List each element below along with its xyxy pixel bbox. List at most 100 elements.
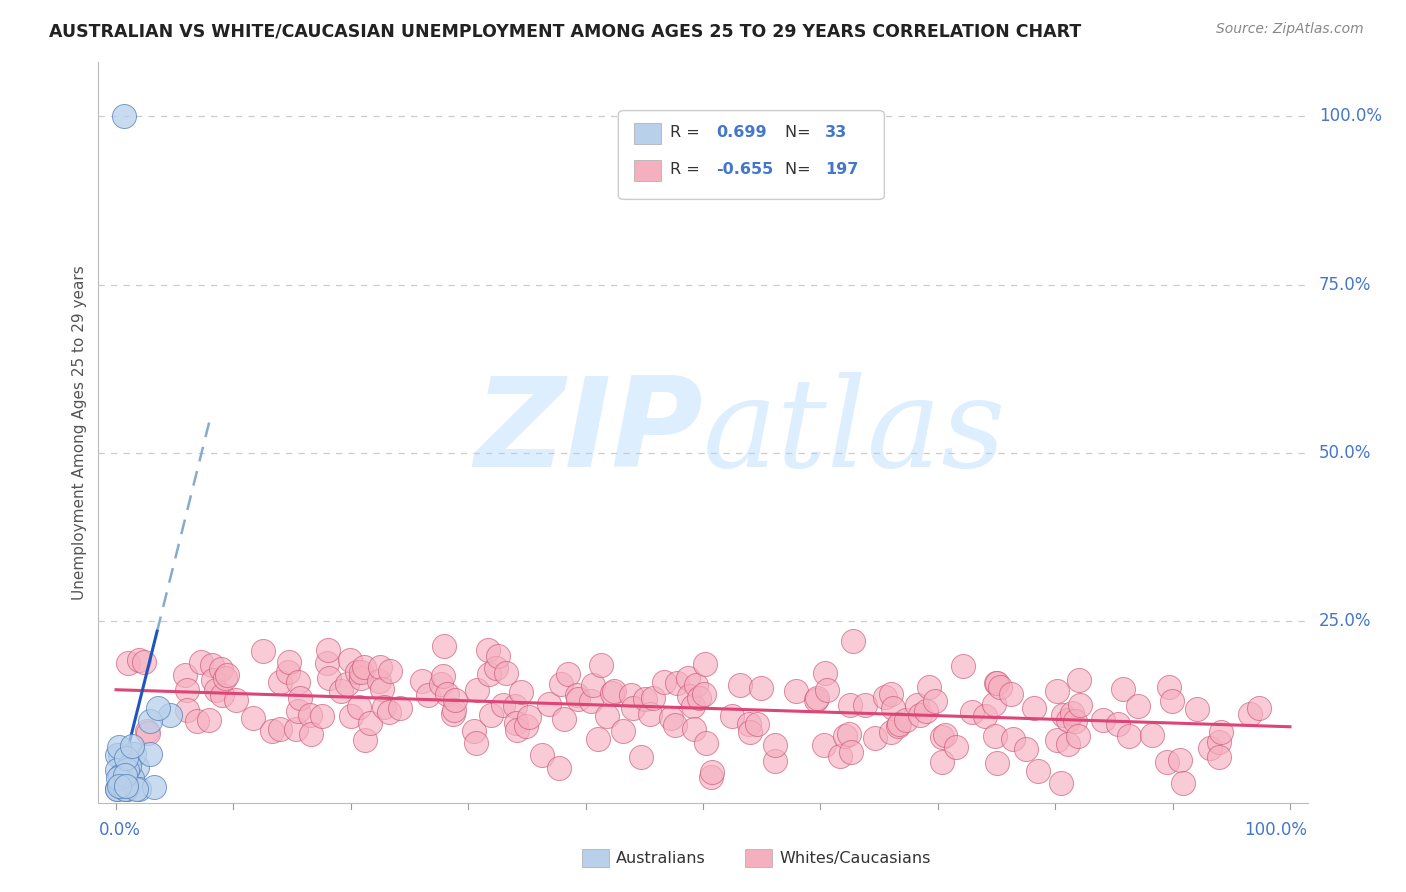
Point [503, 699, 526, 714]
Point [1000, 687, 1022, 701]
Point [197, 713, 219, 727]
Point [612, 723, 634, 738]
Point [905, 698, 928, 713]
Point [377, 705, 399, 719]
Point [115, 751, 138, 765]
Point [136, 726, 159, 740]
Point [485, 661, 508, 675]
Point [430, 677, 453, 691]
Bar [634, 161, 661, 181]
Point [738, 716, 761, 731]
Point [329, 684, 352, 698]
Point [1198, 741, 1220, 756]
Point [463, 724, 485, 739]
Point [368, 674, 391, 689]
Point [209, 662, 232, 676]
Point [139, 714, 162, 729]
Point [269, 675, 291, 690]
Point [1156, 755, 1178, 769]
Point [728, 678, 751, 692]
Point [339, 652, 361, 666]
Point [1107, 716, 1129, 731]
Point [1045, 683, 1067, 698]
Point [298, 708, 321, 723]
Point [105, 781, 128, 796]
Point [491, 698, 513, 712]
Point [488, 648, 510, 663]
Point [176, 703, 198, 717]
Point [350, 665, 373, 679]
Point [107, 771, 129, 785]
Point [853, 698, 876, 713]
Point [311, 708, 333, 723]
Point [530, 748, 553, 763]
Point [479, 708, 502, 723]
Point [478, 666, 501, 681]
Point [1002, 732, 1025, 747]
Point [110, 748, 132, 763]
Bar [582, 848, 609, 867]
Point [986, 756, 1008, 770]
Point [290, 690, 312, 705]
Point [1112, 681, 1135, 696]
Point [1208, 735, 1230, 749]
Point [983, 729, 1005, 743]
Point [567, 692, 589, 706]
Point [432, 669, 454, 683]
Point [738, 725, 761, 739]
Text: ZIP: ZIP [474, 372, 703, 493]
Point [214, 671, 236, 685]
Point [581, 678, 603, 692]
Point [745, 717, 768, 731]
Point [389, 701, 412, 715]
Text: 33: 33 [825, 125, 848, 140]
Point [350, 671, 373, 685]
Text: R =: R = [671, 162, 706, 178]
Point [108, 739, 131, 754]
Point [260, 723, 283, 738]
Point [1140, 728, 1163, 742]
Point [506, 723, 529, 738]
Point [148, 701, 170, 715]
Point [984, 675, 1007, 690]
Point [340, 708, 363, 723]
Point [983, 697, 1005, 711]
Point [111, 780, 134, 794]
Point [842, 634, 865, 648]
Point [443, 702, 465, 716]
Point [201, 657, 224, 672]
Y-axis label: Unemployment Among Ages 25 to 29 years: Unemployment Among Ages 25 to 29 years [72, 265, 87, 600]
Point [515, 719, 537, 733]
Point [105, 764, 128, 778]
Point [683, 723, 706, 737]
Point [865, 731, 887, 745]
Point [634, 691, 657, 706]
Point [988, 681, 1011, 695]
Point [685, 678, 707, 692]
Point [136, 724, 159, 739]
Bar [745, 848, 772, 867]
Point [371, 682, 394, 697]
Point [278, 655, 301, 669]
Point [693, 688, 716, 702]
Text: 100.0%: 100.0% [1244, 822, 1308, 839]
Point [678, 689, 700, 703]
Point [550, 677, 572, 691]
Point [114, 772, 136, 786]
Point [112, 759, 135, 773]
Point [915, 705, 938, 719]
Point [353, 660, 375, 674]
Point [813, 739, 835, 753]
Point [589, 657, 612, 672]
Point [1024, 701, 1046, 715]
Point [176, 683, 198, 698]
Point [495, 665, 517, 680]
Point [347, 699, 370, 714]
Point [620, 688, 643, 702]
Point [924, 694, 946, 708]
Point [918, 680, 941, 694]
Point [839, 745, 862, 759]
Point [664, 718, 686, 732]
Point [666, 676, 689, 690]
Point [1015, 742, 1038, 756]
